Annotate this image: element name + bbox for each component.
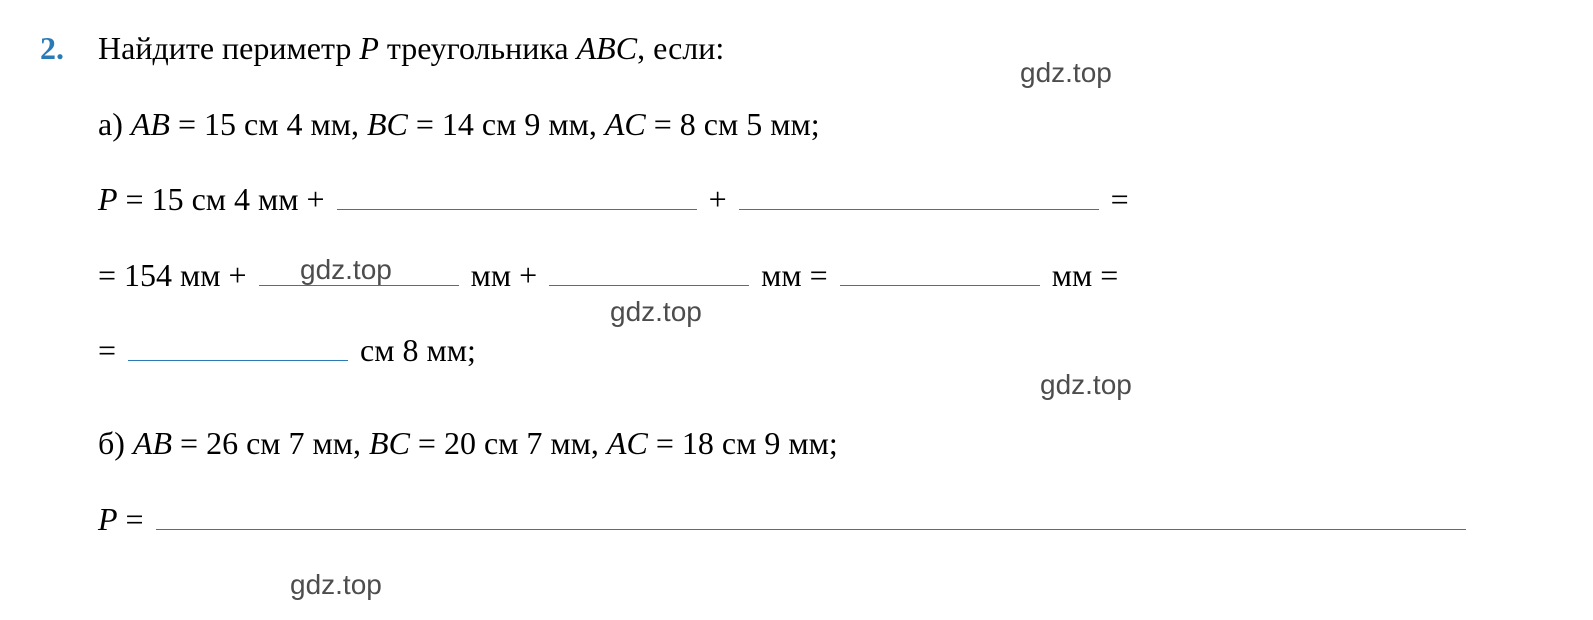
line1-equals: = — [1103, 181, 1129, 217]
ab-value: = 15 см 4 мм, — [170, 106, 367, 142]
part-a-label: а) — [98, 106, 131, 142]
line1-prefix-b: P — [98, 501, 118, 537]
part-a-line3: = см 8 мм; — [98, 322, 1551, 380]
ac-value: = 8 см 5 мм; — [646, 106, 820, 142]
part-b-line1: P = — [98, 491, 1551, 549]
problem-number: 2. — [40, 20, 90, 78]
bc-label: BC — [367, 106, 408, 142]
prompt-var: P — [359, 30, 379, 66]
line1-prefix: P — [98, 181, 118, 217]
problem-prompt: Найдите периметр P треугольника ABC, есл… — [98, 20, 1551, 78]
blank-input[interactable] — [259, 258, 459, 286]
line2-mm2: мм = — [753, 257, 836, 293]
prompt-prefix: Найдите периметр — [98, 30, 359, 66]
part-b-label: б) — [98, 425, 133, 461]
part-a-given: а) AB = 15 см 4 мм, BC = 14 см 9 мм, AC … — [98, 96, 1551, 154]
ab-label: AB — [131, 106, 170, 142]
ac-label: AC — [605, 106, 646, 142]
bc-value: = 14 см 9 мм, — [408, 106, 605, 142]
blank-input[interactable] — [739, 182, 1099, 210]
blank-input[interactable] — [840, 258, 1040, 286]
ac-value-b: = 18 см 9 мм; — [648, 425, 838, 461]
line3-suffix: см 8 мм; — [352, 332, 476, 368]
blank-input[interactable] — [549, 258, 749, 286]
bc-label-b: BC — [369, 425, 410, 461]
ac-label-b: AC — [607, 425, 648, 461]
prompt-suffix: , если: — [637, 30, 724, 66]
problem-container: 2. Найдите периметр P треугольника ABC, … — [40, 20, 1553, 566]
part-a-line2: = 154 мм + мм + мм = мм = — [98, 247, 1551, 305]
line1-text-b: = — [118, 501, 152, 537]
line2-mm1: мм + — [463, 257, 546, 293]
line3-prefix: = — [98, 332, 124, 368]
bc-value-b: = 20 см 7 мм, — [410, 425, 607, 461]
blank-input[interactable] — [337, 182, 697, 210]
part-b-given: б) AB = 26 см 7 мм, BC = 20 см 7 мм, AC … — [98, 415, 1551, 473]
ab-value-b: = 26 см 7 мм, — [172, 425, 369, 461]
ab-label-b: AB — [133, 425, 172, 461]
problem-content: Найдите периметр P треугольника ABC, есл… — [98, 20, 1551, 566]
blank-input[interactable] — [128, 333, 348, 361]
line1-plus: + — [701, 181, 735, 217]
blank-input[interactable] — [156, 502, 1466, 530]
watermark: gdz.top — [290, 560, 382, 610]
prompt-mid: треугольника — [379, 30, 577, 66]
prompt-triangle: ABC — [577, 30, 637, 66]
line2-prefix: = 154 мм + — [98, 257, 255, 293]
part-a-line1: P = 15 см 4 мм + + = — [98, 171, 1551, 229]
line1-text: = 15 см 4 мм + — [118, 181, 333, 217]
line2-mmeq: мм = — [1044, 257, 1119, 293]
